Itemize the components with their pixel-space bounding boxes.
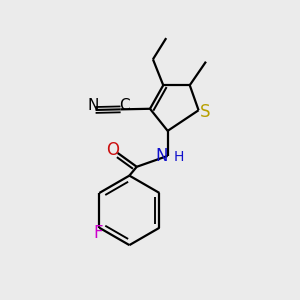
Text: C: C xyxy=(119,98,129,113)
Text: H: H xyxy=(174,150,184,164)
Text: S: S xyxy=(200,103,210,121)
Text: O: O xyxy=(106,141,119,159)
Text: N: N xyxy=(88,98,99,113)
Text: N: N xyxy=(156,148,168,166)
Text: F: F xyxy=(93,224,103,242)
